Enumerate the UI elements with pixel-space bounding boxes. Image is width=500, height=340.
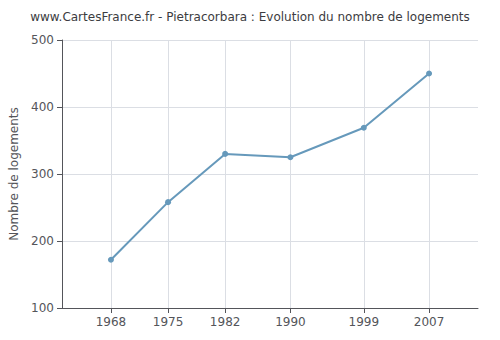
svg-text:200: 200 — [31, 234, 54, 248]
svg-text:1975: 1975 — [153, 315, 184, 329]
svg-text:400: 400 — [31, 100, 54, 114]
svg-text:www.CartesFrance.fr - Pietraco: www.CartesFrance.fr - Pietracorbara : Ev… — [30, 10, 470, 24]
svg-text:1982: 1982 — [210, 315, 241, 329]
svg-text:100: 100 — [31, 301, 54, 315]
svg-text:500: 500 — [31, 33, 54, 47]
svg-text:300: 300 — [31, 167, 54, 181]
svg-text:1990: 1990 — [275, 315, 306, 329]
svg-text:2007: 2007 — [414, 315, 445, 329]
svg-text:1968: 1968 — [96, 315, 127, 329]
svg-text:1999: 1999 — [349, 315, 380, 329]
svg-text:Nombre de logements: Nombre de logements — [7, 107, 21, 241]
